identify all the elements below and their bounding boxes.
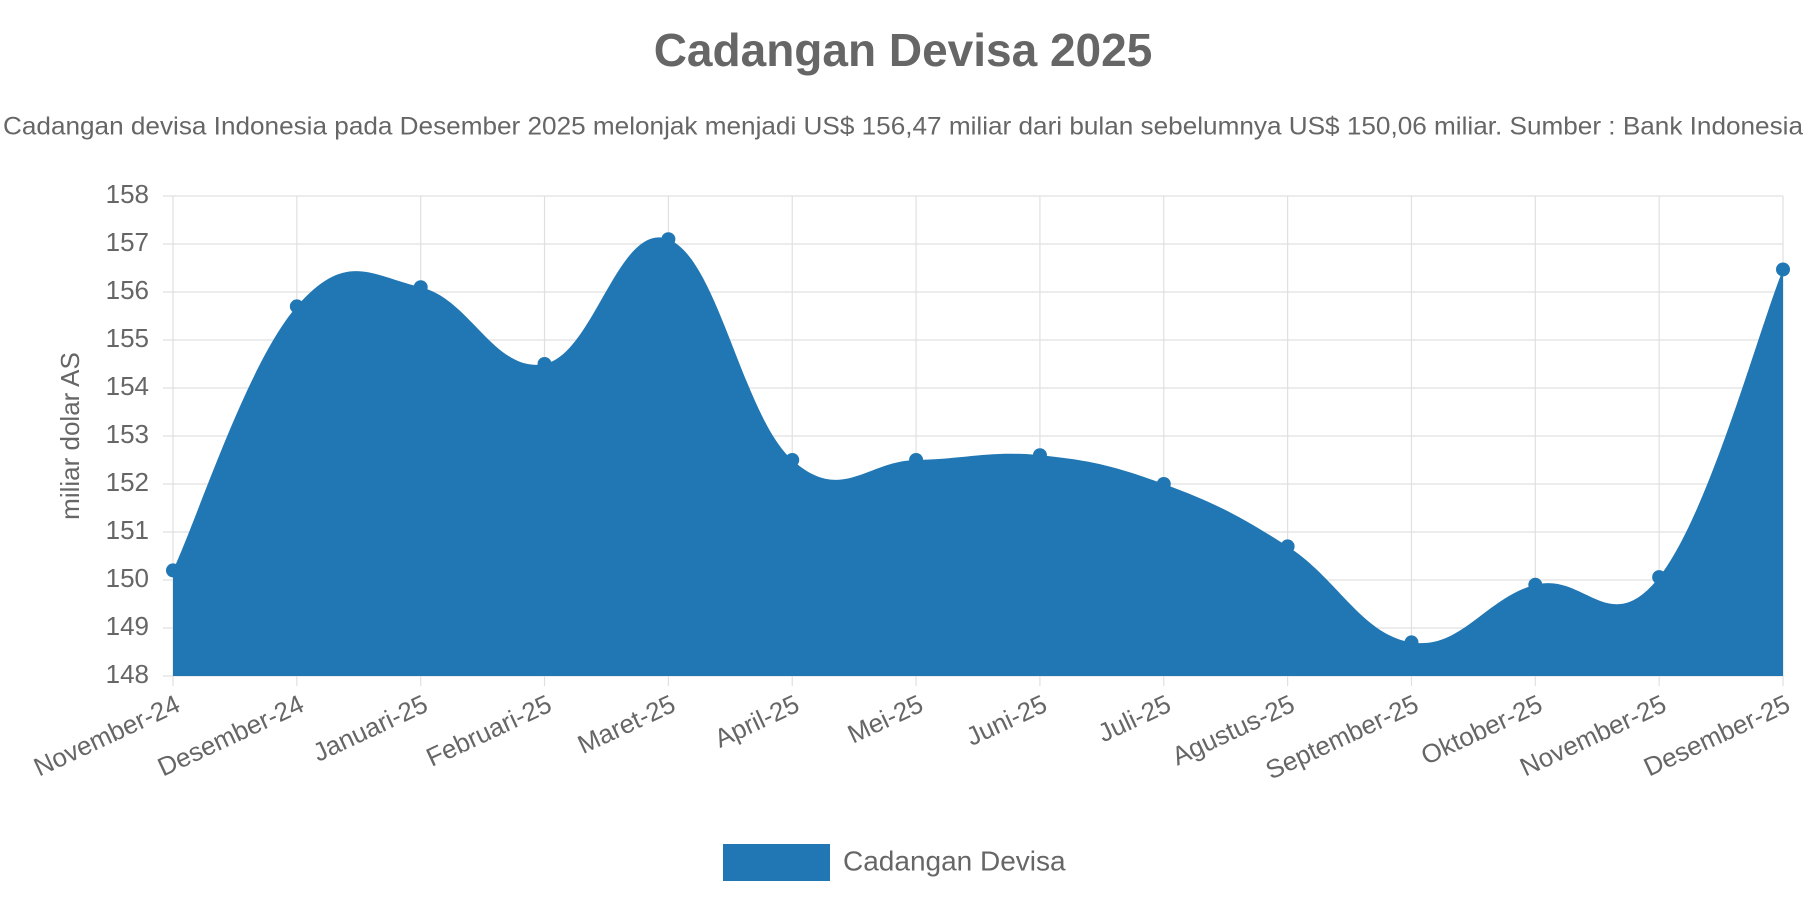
y-tick-label: 158 xyxy=(106,179,149,209)
data-point xyxy=(909,453,924,467)
x-tick-label: Mei-25 xyxy=(843,688,928,749)
y-tick-label: 151 xyxy=(106,515,149,545)
x-tick-label: Juli-25 xyxy=(1093,688,1175,748)
data-point xyxy=(1404,635,1419,650)
data-point xyxy=(1776,262,1790,277)
legend-label: Cadangan Devisa xyxy=(843,845,1066,876)
data-point xyxy=(1156,477,1171,491)
data-point xyxy=(785,453,800,467)
data-point xyxy=(1528,577,1543,592)
data-point xyxy=(661,232,676,247)
y-tick-label: 149 xyxy=(106,611,149,641)
y-tick-label: 154 xyxy=(106,371,149,401)
y-tick-label: 150 xyxy=(106,563,149,593)
x-tick-label: Januari-25 xyxy=(308,688,432,767)
x-tick-label: Maret-25 xyxy=(573,688,680,759)
y-axis-label: miliar dolar AS xyxy=(55,352,85,520)
y-tick-label: 155 xyxy=(106,323,149,353)
x-tick-label: Juni-25 xyxy=(961,688,1051,751)
data-point xyxy=(1032,448,1047,463)
data-point xyxy=(166,563,180,578)
x-tick-label: April-25 xyxy=(710,688,804,753)
x-tick-label: Februari-25 xyxy=(421,688,555,772)
chart-title: Cadangan Devisa 2025 xyxy=(654,24,1153,76)
chart-subtitle: Cadangan devisa Indonesia pada Desember … xyxy=(3,113,1803,141)
area xyxy=(173,237,1783,676)
y-tick-label: 153 xyxy=(106,419,149,449)
y-tick-label: 156 xyxy=(106,275,149,305)
y-tick-label: 148 xyxy=(106,659,149,689)
data-point xyxy=(1280,539,1295,554)
data-point xyxy=(413,280,428,295)
data-point xyxy=(289,299,304,314)
y-tick-label: 157 xyxy=(106,227,149,257)
y-tick-label: 152 xyxy=(106,467,149,497)
data-point xyxy=(1652,570,1667,585)
legend-swatch xyxy=(723,844,830,881)
data-point xyxy=(537,357,552,371)
